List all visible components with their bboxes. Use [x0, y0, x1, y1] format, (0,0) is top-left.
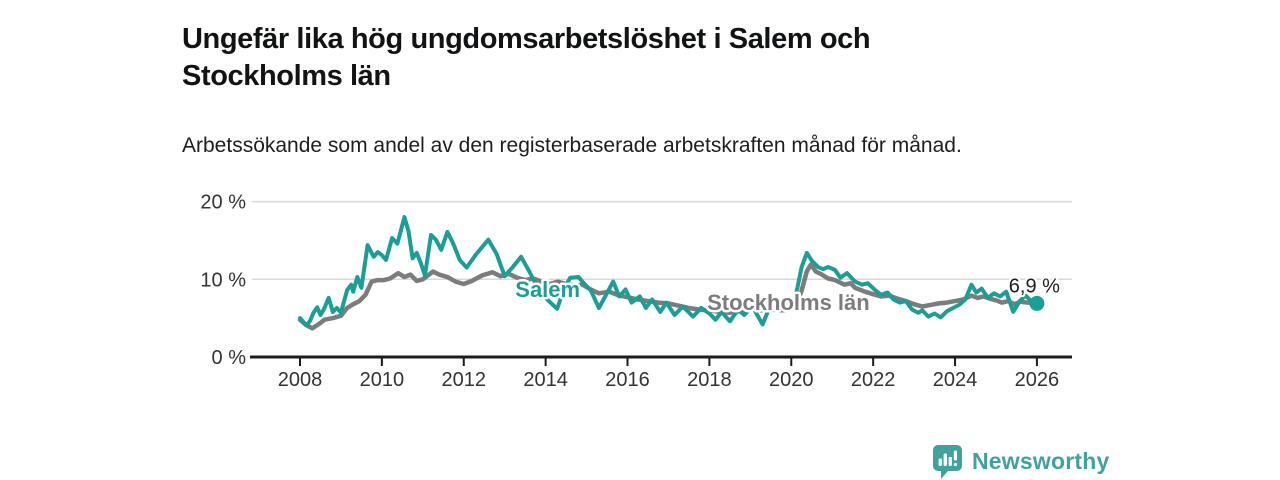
newsworthy-logo[interactable]: Newsworthy [933, 445, 1109, 480]
y-tick-label: 0 % [212, 347, 247, 369]
series-label: Stockholms län [707, 290, 870, 315]
series-label: Salem [515, 277, 580, 302]
y-tick-label: 20 % [200, 192, 246, 214]
newsworthy-wordmark: Newsworthy [972, 448, 1110, 474]
end-value-label: 6,9 % [1009, 276, 1060, 298]
end-point-dot [1029, 295, 1045, 311]
x-tick-label: 2020 [769, 369, 814, 391]
x-tick-label: 2012 [442, 369, 487, 391]
x-tick-label: 2014 [523, 369, 568, 391]
x-tick-label: 2018 [687, 369, 732, 391]
x-tick-label: 2024 [933, 369, 978, 391]
x-tick-label: 2010 [360, 369, 405, 391]
series-line-stockholms-lan [297, 262, 1036, 331]
x-tick-label: 2026 [1015, 369, 1060, 391]
chart-subtitle: Arbetssökande som andel av den registerb… [182, 134, 962, 157]
x-tick-label: 2008 [278, 369, 323, 391]
chart-title: Ungefär lika hög ungdomsarbetslöshet i S… [182, 23, 871, 93]
y-tick-label: 10 % [200, 269, 246, 291]
x-tick-label: 2016 [605, 369, 650, 391]
x-tick-label: 2022 [851, 369, 896, 391]
newsworthy-icon [933, 445, 962, 479]
series-line-salem [298, 215, 1039, 328]
